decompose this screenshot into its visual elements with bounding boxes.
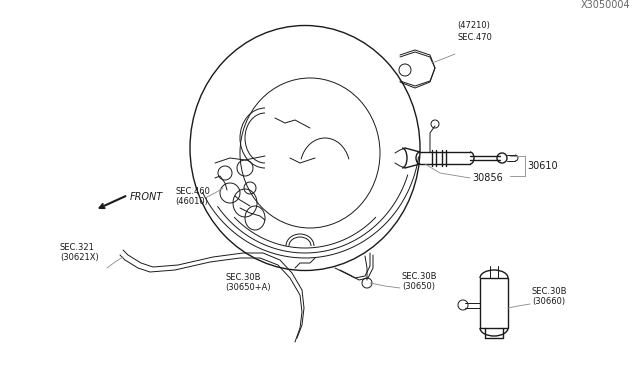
Text: SEC.30B: SEC.30B xyxy=(532,287,568,296)
Text: (47210): (47210) xyxy=(457,21,490,30)
Text: 30856: 30856 xyxy=(472,173,503,183)
Text: SEC.460: SEC.460 xyxy=(175,187,210,196)
Text: SEC.30B: SEC.30B xyxy=(402,272,438,281)
Text: 30610: 30610 xyxy=(527,161,557,171)
Text: FRONT: FRONT xyxy=(130,192,163,202)
Text: X3050004: X3050004 xyxy=(580,0,630,10)
Text: (30660): (30660) xyxy=(532,297,565,306)
Text: SEC.30B: SEC.30B xyxy=(225,273,260,282)
Text: SEC.470: SEC.470 xyxy=(457,33,492,42)
Text: (30650): (30650) xyxy=(402,282,435,291)
Text: SEC.321: SEC.321 xyxy=(60,243,95,252)
Text: (30621X): (30621X) xyxy=(60,253,99,262)
Text: (46010): (46010) xyxy=(175,197,208,206)
Text: (30650+A): (30650+A) xyxy=(225,283,271,292)
